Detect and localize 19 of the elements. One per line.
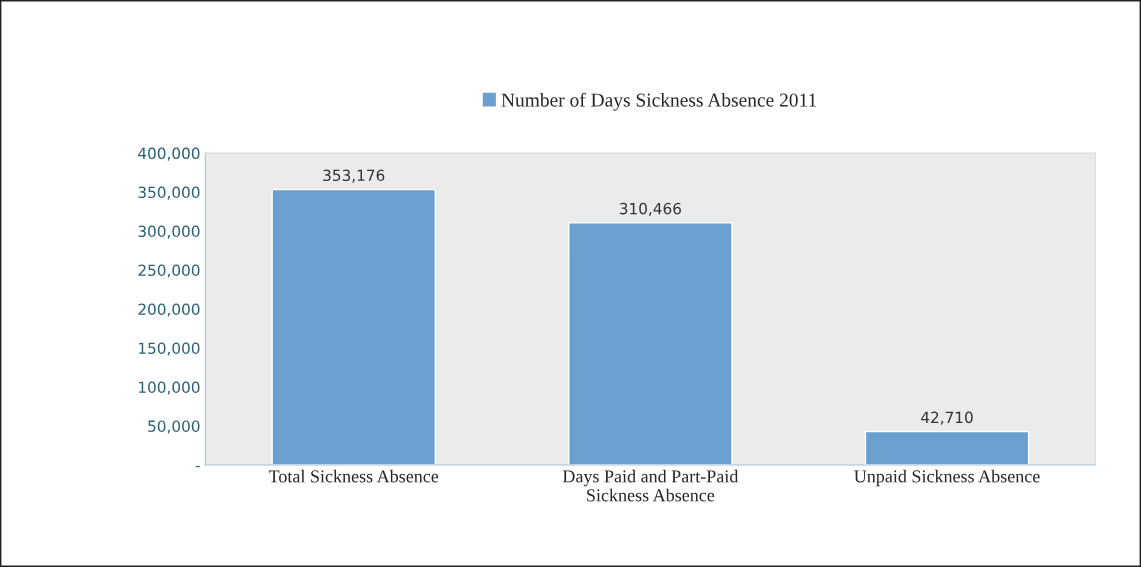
y-tick-label: 50,000 xyxy=(148,420,200,434)
y-tick-label: 100,000 xyxy=(139,381,200,395)
y-tick-label: 400,000 xyxy=(138,147,200,161)
y-tick-label: 300,000 xyxy=(138,225,200,239)
x-tick-label: Unpaid Sickness Absence xyxy=(854,469,1040,487)
y-tick-label: 350,000 xyxy=(138,186,200,200)
y-tick-label: 150,000 xyxy=(139,342,200,356)
bar xyxy=(568,222,733,465)
y-tick-label: 250,000 xyxy=(138,264,200,278)
x-tick-label: Days Paid and Part-Paid Sickness Absence xyxy=(562,469,739,502)
y-tick-label: 200,000 xyxy=(138,303,200,317)
bar xyxy=(271,188,436,465)
y-tick-label: - xyxy=(195,465,200,468)
bar xyxy=(864,430,1030,465)
text: 310,466 xyxy=(619,202,681,216)
text: 42,710 xyxy=(921,411,973,425)
text: 353,176 xyxy=(323,169,385,183)
legend-label: Number of Days Sickness Absence 2011 xyxy=(501,92,817,111)
x-tick-label: Total Sickness Absence xyxy=(268,469,439,483)
